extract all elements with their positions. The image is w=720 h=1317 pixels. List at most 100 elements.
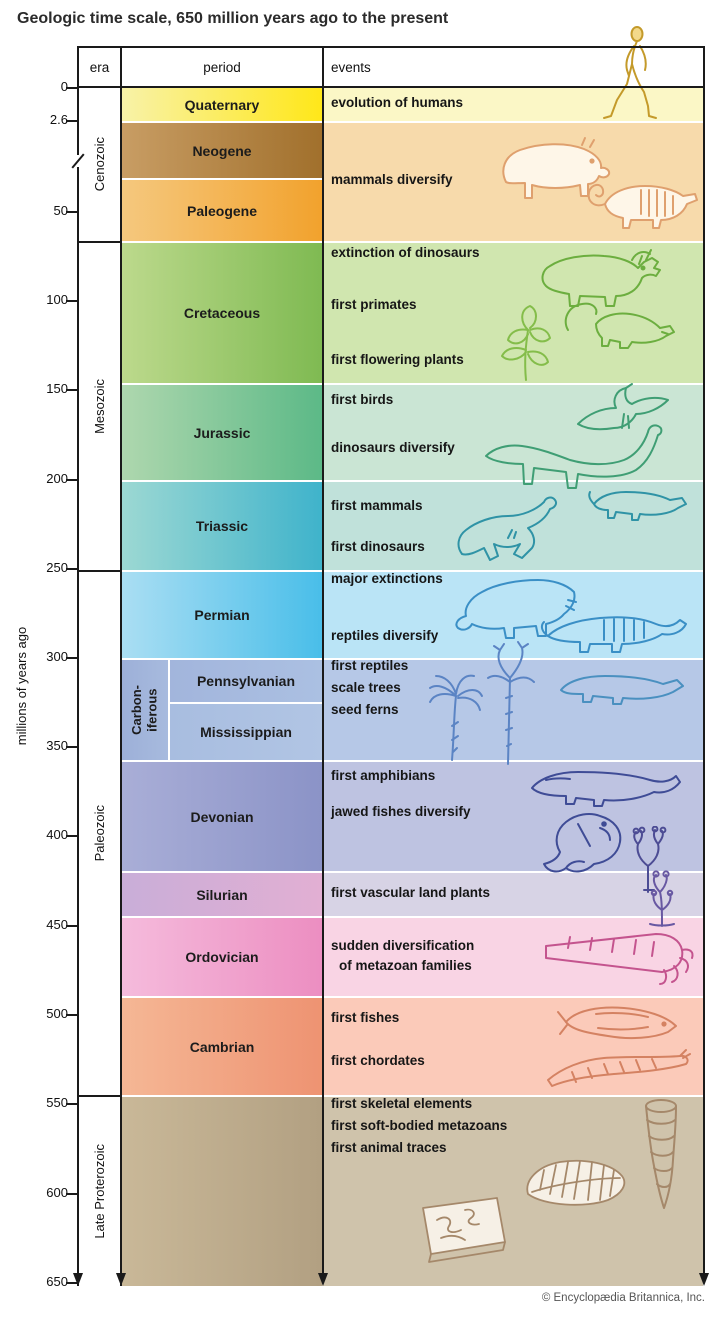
armored-reptile-icon [540,616,687,653]
axis-tick [66,657,78,659]
axis-tick-label: 0 [60,79,68,94]
period-cell-triassic: Triassic [122,482,322,570]
event-text-jawed-fishes-diversify: jawed fishes diversify [331,804,471,819]
period-label: Quaternary [184,96,260,113]
period-label: Cambrian [189,1038,255,1055]
event-text-first-dinosaurs: first dinosaurs [331,539,425,554]
dickinsonia-fossil-icon [526,1159,626,1206]
event-text-evolution-of-humans: evolution of humans [331,95,464,110]
axis-tick [66,925,78,927]
period-label: Pennsylvanian [196,673,296,689]
events-band [322,762,703,871]
axis-tick [66,479,78,481]
events-band [322,572,703,658]
period-cell-ordovician: Ordovician [122,918,322,996]
copyright-notice: © Encyclopædia Britannica, Inc. [541,1292,705,1304]
era-period-divider [120,46,122,1274]
tree-fern-icon [429,674,483,761]
axis-tick [66,746,78,748]
header-top-border [77,46,705,48]
trace-fossil-slab-icon [422,1197,506,1263]
events-band [322,873,703,916]
period-column-arrow [318,1273,328,1286]
era-label: Cenozoic [92,137,107,192]
events-band [322,482,703,570]
large-mammal-icon [502,137,611,199]
event-text-seed-ferns: seed ferns [331,702,399,717]
early-tetrapod-icon [560,675,684,705]
event-text-sudden-diversification: sudden diversification [331,938,475,953]
events-band [322,88,703,121]
period-cell-quaternary: Quaternary [122,88,322,121]
axis-tick-label: 500 [46,1006,68,1021]
period-cell-permian: Permian [122,572,322,658]
early-amphibian-icon [531,771,681,807]
period-cell-jurassic: Jurassic [122,385,322,480]
event-text-reptiles-diversify: reptiles diversify [331,628,439,643]
axis-tick-label: 400 [46,827,68,842]
period-cell-silurian: Silurian [122,873,322,916]
axis-tick-label: 300 [46,649,68,664]
axis-tick [66,300,78,302]
event-text-first-reptiles: first reptiles [331,658,409,673]
flowering-plant-icon [501,305,551,381]
period-label: Mississippian [200,724,292,740]
period-label: Silurian [196,886,248,903]
era-column-arrow [116,1273,126,1286]
period-label: Ordovician [185,949,259,965]
event-text-first-birds: first birds [331,392,394,407]
period-cell-pennsylvanian: Pennsylvanian [170,660,322,702]
early-mammal-icon [588,491,687,521]
striped-mammal-icon [587,184,698,229]
period-cell-paleogene: Paleogene [122,180,322,241]
period-cell-cretaceous: Cretaceous [122,243,322,383]
period-cell-neogene: Neogene [122,123,322,178]
event-text-extinction-of-dinosaurs: extinction of dinosaurs [331,245,480,260]
axis-tick-label: 2.6 [49,112,68,127]
period-cell-carbon-iferous: Carbon- iferous [122,660,168,760]
axis-tick [66,211,78,213]
column-header-period: period [203,59,241,75]
chordate-icon [547,1049,691,1087]
axis-tick [66,87,78,89]
axis-arrow [73,1273,83,1286]
jawless-fish-icon [557,1006,677,1040]
axis-tick-label: 250 [46,560,68,575]
gorgonopsid-icon [455,579,577,639]
axis-tick-label: 150 [46,381,68,396]
axis-tick-label: 350 [46,738,68,753]
axis-tick-label: 100 [46,292,68,307]
event-text-of-metazoan-families: of metazoan families [339,958,472,973]
period-label: Neogene [192,142,252,159]
period-events-divider [322,46,324,1274]
event-text-first-fishes: first fishes [331,1010,400,1025]
axis-tick [66,1103,78,1105]
event-text-first-primates: first primates [331,297,417,312]
events-band [322,1097,703,1286]
axis-tick [66,120,78,122]
scale-tree-icon [487,641,535,765]
chart-right-border [703,46,705,1274]
era-label: Paleozoic [92,805,107,862]
period-cell-devonian: Devonian [122,762,322,871]
axis-title: millions of years ago [14,626,29,746]
sauropod-icon [485,424,663,489]
axis-tick [66,835,78,837]
period-cell-cambrian: Cambrian [122,998,322,1095]
events-band [322,918,703,996]
header-bottom-border [77,86,705,88]
axis-tick-label: 50 [53,203,68,218]
era-label: Mesozoic [92,379,107,434]
event-text-first-animal-traces: first animal traces [331,1140,447,1155]
event-text-major-extinctions: major extinctions [331,571,443,586]
period-label: Permian [194,607,250,623]
era-label: Late Proterozoic [92,1144,107,1239]
period-label: Carbon- iferous [129,685,160,735]
events-column-arrow [699,1273,709,1286]
branching-plant-icon [632,826,667,893]
event-text-first-soft-bodied-metazoans: first soft-bodied metazoans [331,1118,508,1133]
cone-fossil-icon [645,1099,677,1209]
event-text-dinosaurs-diversify: dinosaurs diversify [331,440,455,455]
